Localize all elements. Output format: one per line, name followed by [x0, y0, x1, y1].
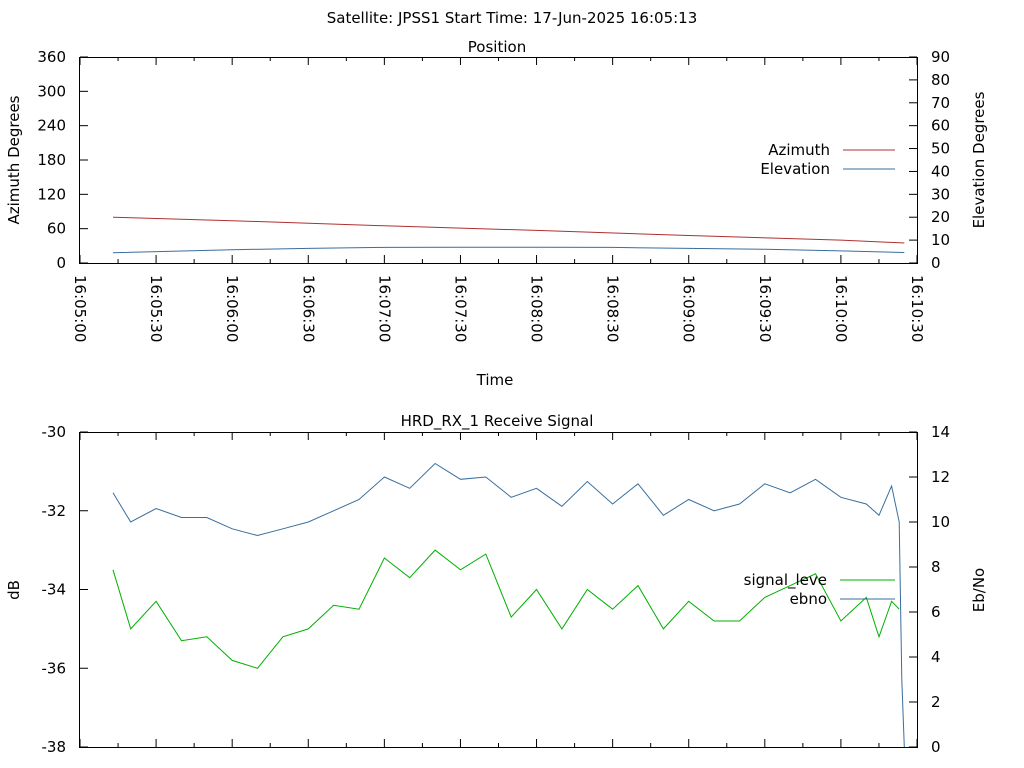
y2-tick-label: 80 [931, 71, 950, 89]
receive-signal-chart: HRD_RX_1 Receive Signal dB Eb/No -30 -32 -… [5, 412, 988, 756]
y-tick-label: 180 [37, 151, 66, 169]
y2-tick-label: 60 [931, 117, 950, 135]
y-tick-label: 240 [37, 117, 66, 135]
y-tick-label: 300 [37, 82, 66, 100]
y-tick-label: 120 [37, 185, 66, 203]
x-tick-label: 16:09:00 [680, 275, 698, 342]
x-tick-label: 16:10:00 [832, 275, 850, 342]
x-tick-label: 16:07:30 [451, 275, 469, 342]
y2-tick-label: 20 [931, 208, 950, 226]
x-tick-label: 16:08:00 [528, 275, 546, 342]
legend-label: Elevation [760, 160, 830, 178]
receive-signal-chart-ylabel: dB [5, 580, 23, 600]
legend-label: ebno [790, 590, 827, 608]
y-tick-label: -34 [42, 581, 67, 599]
y-tick-label: 60 [47, 220, 66, 238]
series-line-azimuth [113, 217, 904, 243]
y-tick-label: -30 [42, 423, 67, 441]
chart-canvas: Satellite: JPSS1 Start Time: 17-Jun-2025… [0, 0, 1024, 768]
y2-tick-label: 10 [931, 513, 950, 531]
receive-signal-chart-y2label: Eb/No [970, 568, 988, 612]
y-tick-label: -36 [42, 659, 67, 677]
receive-signal-chart-title: HRD_RX_1 Receive Signal [401, 412, 594, 431]
x-tick-label: 16:09:30 [756, 275, 774, 342]
position-chart-title: Position [468, 38, 526, 56]
y-tick-label: 360 [37, 48, 66, 66]
y2-tick-label: 30 [931, 185, 950, 203]
y2-tick-label: 12 [931, 468, 950, 486]
y2-tick-label: 50 [931, 140, 950, 158]
legend-label: Azimuth [768, 141, 830, 159]
y2-tick-label: 0 [931, 254, 941, 272]
y2-tick-label: 70 [931, 94, 950, 112]
x-tick-label: 16:08:30 [604, 275, 622, 342]
series-line-signal-leve [113, 550, 899, 668]
x-tick-label: 16:10:30 [908, 275, 926, 342]
position-chart-xlabel: Time [476, 371, 514, 389]
x-tick-label: 16:06:00 [223, 275, 241, 342]
position-chart: Position Time Azimuth Degrees Elevation … [5, 38, 988, 389]
y2-tick-label: 90 [931, 48, 950, 66]
y2-tick-label: 8 [931, 558, 941, 576]
y-tick-label: -32 [42, 502, 67, 520]
series-line-ebno [113, 464, 904, 748]
legend-label: signal_leve [744, 571, 827, 590]
y2-tick-label: 0 [931, 738, 941, 756]
page-title: Satellite: JPSS1 Start Time: 17-Jun-2025… [327, 9, 698, 27]
y2-tick-label: 40 [931, 162, 950, 180]
x-tick-label: 16:05:30 [147, 275, 165, 342]
y-tick-label: 0 [56, 254, 66, 272]
series-line-elevation [113, 247, 904, 253]
y2-tick-label: 14 [931, 423, 950, 441]
y2-tick-label: 10 [931, 231, 950, 249]
y2-tick-label: 6 [931, 603, 941, 621]
y-tick-label: -38 [42, 738, 67, 756]
y2-tick-label: 4 [931, 648, 941, 666]
x-tick-label: 16:07:00 [375, 275, 393, 342]
position-chart-y2label: Elevation Degrees [970, 91, 988, 228]
x-tick-label: 16:05:00 [71, 275, 89, 342]
x-tick-label: 16:06:30 [299, 275, 317, 342]
y2-tick-label: 2 [931, 693, 941, 711]
position-chart-ylabel: Azimuth Degrees [5, 95, 23, 224]
